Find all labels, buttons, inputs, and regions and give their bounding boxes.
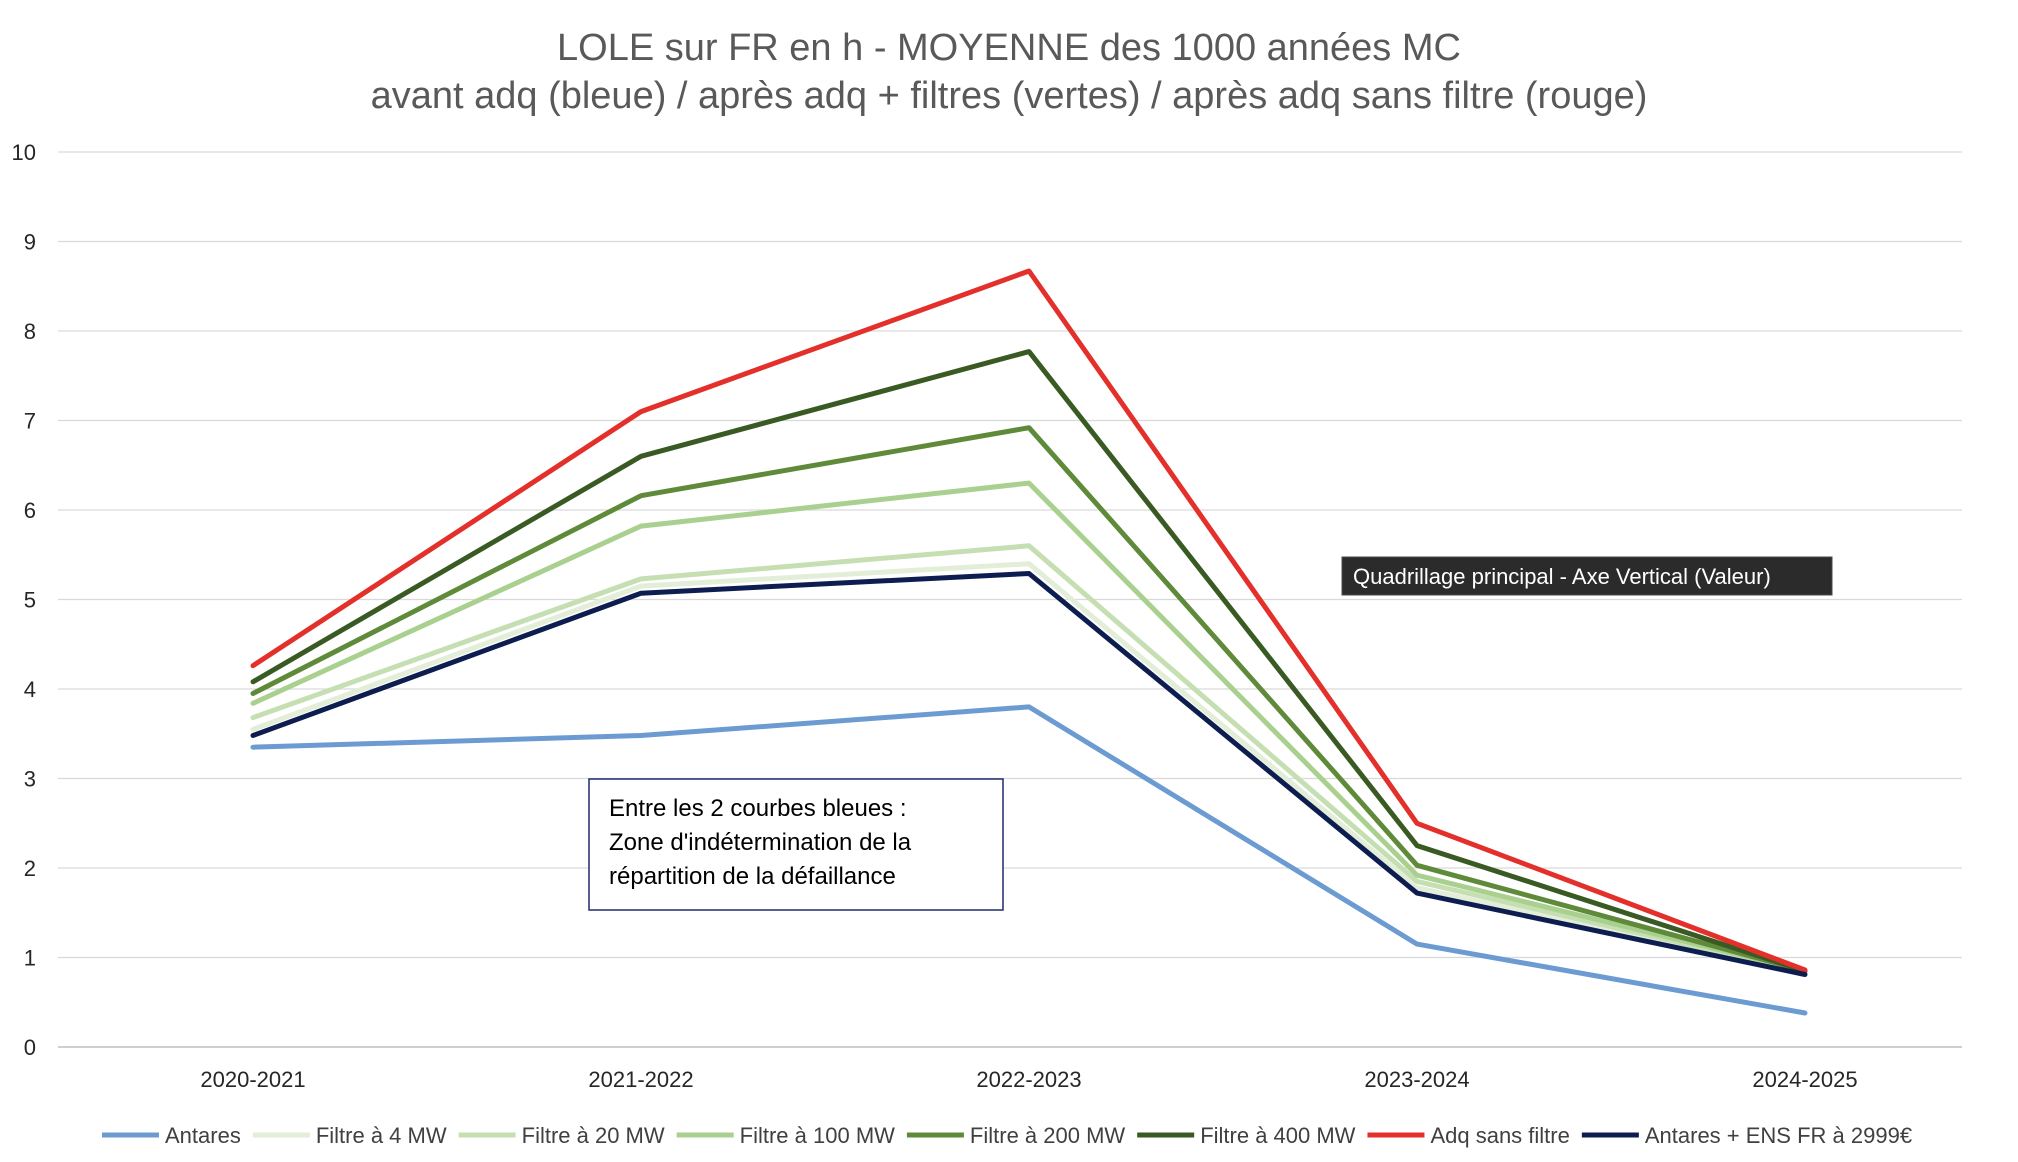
annotation-line-2: Zone d'indétermination de la	[609, 829, 912, 856]
legend-label: Antares	[165, 1123, 241, 1148]
legend-item: Filtre à 4 MW	[252, 1123, 447, 1148]
y-axis-ticks: 0 1 2 3 4 5 6 7 8 9 10	[12, 140, 36, 1060]
y-tick-label: 0	[24, 1035, 36, 1060]
series-line	[250, 704, 1808, 1016]
gridlines	[58, 151, 1962, 1048]
annotation-box: Entre les 2 courbes bleues : Zone d'indé…	[588, 778, 1004, 911]
series-line	[250, 268, 1808, 973]
series-line	[250, 561, 1808, 975]
legend-label: Filtre à 100 MW	[740, 1123, 895, 1148]
annotation-line-3: répartition de la défaillance	[609, 863, 896, 890]
chart-title: LOLE sur FR en h - MOYENNE des 1000 anné…	[557, 27, 1461, 69]
legend-item: Filtre à 20 MW	[458, 1123, 665, 1148]
legend-item: Antares	[102, 1123, 241, 1148]
series-line	[250, 480, 1808, 974]
legend-item: Filtre à 200 MW	[906, 1123, 1125, 1148]
legend-item: Antares + ENS FR à 2999€	[1581, 1123, 1912, 1148]
y-tick-label: 6	[24, 498, 36, 523]
y-tick-label: 10	[12, 140, 36, 165]
chart-subtitle: avant adq (bleue) / après adq + filtres …	[371, 75, 1648, 117]
gridline-tooltip: Quadrillage principal - Axe Vertical (Va…	[1341, 556, 1833, 596]
x-tick-label: 2022-2023	[976, 1067, 1081, 1092]
legend-label: Filtre à 200 MW	[970, 1123, 1125, 1148]
series-line	[250, 543, 1808, 975]
legend-label: Adq sans filtre	[1430, 1123, 1569, 1148]
legend: Antares Filtre à 4 MW Filtre à 20 MW Filtre…	[102, 1123, 1912, 1148]
legend-label: Filtre à 400 MW	[1200, 1123, 1355, 1148]
legend-item: Filtre à 100 MW	[676, 1123, 895, 1148]
y-tick-label: 8	[24, 319, 36, 344]
series-line	[250, 571, 1808, 977]
y-tick-label: 5	[24, 588, 36, 613]
legend-label: Filtre à 20 MW	[522, 1123, 665, 1148]
tooltip-text: Quadrillage principal - Axe Vertical (Va…	[1353, 564, 1771, 589]
x-tick-label: 2020-2021	[200, 1067, 305, 1092]
x-tick-label: 2021-2022	[588, 1067, 693, 1092]
y-tick-label: 4	[24, 677, 36, 702]
y-tick-label: 1	[24, 946, 36, 971]
series-line	[250, 349, 1808, 974]
legend-item: Filtre à 400 MW	[1137, 1123, 1356, 1148]
series-line	[250, 425, 1808, 974]
y-tick-label: 9	[24, 230, 36, 255]
y-tick-label: 7	[24, 409, 36, 434]
y-tick-label: 2	[24, 856, 36, 881]
legend-item: Adq sans filtre	[1367, 1123, 1570, 1148]
legend-label: Filtre à 4 MW	[316, 1123, 447, 1148]
series-lines	[250, 268, 1808, 1016]
y-tick-label: 3	[24, 767, 36, 792]
x-tick-label: 2023-2024	[1364, 1067, 1469, 1092]
x-axis-ticks: 2020-2021 2021-2022 2022-2023 2023-2024 2024…	[200, 1067, 1857, 1092]
x-tick-label: 2024-2025	[1752, 1067, 1857, 1092]
legend-label: Antares + ENS FR à 2999€	[1645, 1123, 1912, 1148]
annotation-line-1: Entre les 2 courbes bleues :	[609, 795, 907, 822]
